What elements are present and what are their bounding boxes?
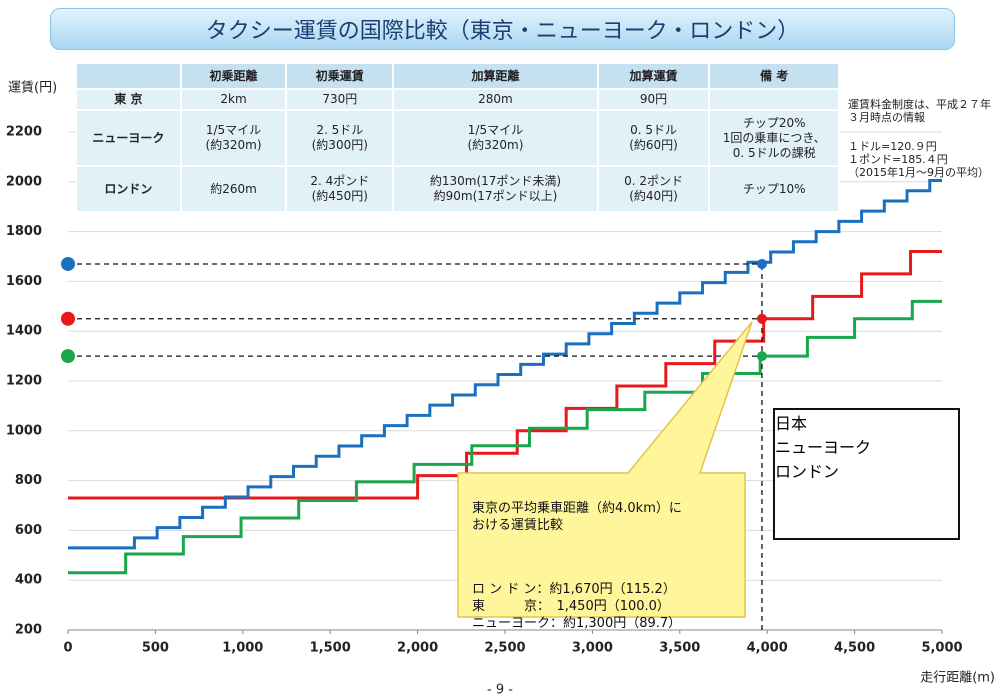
y-tick-label: 1400 <box>6 324 42 339</box>
x-tick-label: 1,500 <box>310 641 351 656</box>
x-axis-title: 走行距離(m) <box>920 671 995 686</box>
table-cell: チップ10% <box>708 165 840 213</box>
y-tick-label: 2000 <box>6 174 42 189</box>
table-cell: チップ20% 1回の乗車につき、 0. 5ドルの課税 <box>708 109 840 167</box>
title-banner: タクシー運賃の国際比較（東京・ニューヨーク・ロンドン） <box>50 8 955 50</box>
table-corner <box>75 62 182 90</box>
table-cell: 280m <box>392 88 599 111</box>
table-cell <box>708 88 840 111</box>
reference-dot <box>61 349 75 364</box>
x-tick-label: 0 <box>63 641 72 656</box>
table-cell: 2km <box>179 88 288 111</box>
table-row: ロンドン 約260m 2. 4ポンド (約450円) 約130m(17ポンド未満) 約… <box>75 165 840 213</box>
page-number: - 9 - <box>487 683 513 698</box>
table-cell: 約130m(17ポンド未満) 約90m(17ポンド以上) <box>392 165 599 213</box>
table-cell: 0. 5ドル (約60円) <box>596 109 711 167</box>
reference-dot <box>61 256 75 271</box>
y-tick-label: 1600 <box>6 274 42 289</box>
series-line <box>68 250 942 500</box>
legend-item: ロンドン <box>775 458 958 482</box>
table-header-cell: 備 考 <box>708 62 840 90</box>
x-tick-label: 3,500 <box>659 641 700 656</box>
callout-title: 東京の平均乗車距離（約4.0km）に おける運賃比較 <box>472 500 682 533</box>
table-cell: 90円 <box>596 88 711 111</box>
y-tick-label: 1200 <box>6 374 42 389</box>
table-row: 東 京 2km 730円 280m 90円 <box>75 88 840 111</box>
y-tick-label: 1000 <box>6 423 42 438</box>
reference-dot <box>756 351 767 362</box>
table-cell: ロンドン <box>75 165 182 213</box>
x-tick-label: 500 <box>142 641 169 656</box>
legend: 日本ニューヨーク ロンドン <box>773 408 960 540</box>
table-cell: 730円 <box>285 88 395 111</box>
x-tick-label: 4,000 <box>747 641 788 656</box>
legend-label: ニューヨーク <box>775 438 872 457</box>
callout: 東京の平均乗車距離（約4.0km）に おける運賃比較 ロ ン ド ン：約1,67… <box>472 484 742 633</box>
table-cell: 2. 4ポンド (約450円) <box>285 165 395 213</box>
reference-dot <box>756 258 767 269</box>
note: １ドル=120.９円 １ポンド=185.４円 （2015年1月～9月の平均） <box>848 140 989 180</box>
table-cell: 2. 5ドル (約300円) <box>285 109 395 167</box>
y-tick-label: 1800 <box>6 224 42 239</box>
plot <box>68 179 942 575</box>
table-cell: 1/5マイル (約320m) <box>179 109 288 167</box>
table-header-cell: 加算距離 <box>392 62 599 90</box>
table-cell: ニューヨーク <box>75 109 182 167</box>
y-tick-label: 200 <box>15 623 42 638</box>
x-tick-label: 4,500 <box>834 641 875 656</box>
legend-item: 日本 <box>775 410 958 434</box>
table-cell: 東 京 <box>75 88 182 111</box>
note: 運賃料金制度は、平成２７年 ３月時点の情報 <box>848 98 991 125</box>
y-axis-title: 運賃(円) <box>8 81 57 96</box>
reference-dot <box>61 311 75 326</box>
y-tick-label: 400 <box>15 573 42 588</box>
table-cell: 1/5マイル (約320m) <box>392 109 599 167</box>
table-header-cell: 初乗運賃 <box>285 62 395 90</box>
callout-box <box>457 321 753 618</box>
table-row: ニューヨーク 1/5マイル (約320m) 2. 5ドル (約300円) 1/5マイル… <box>75 109 840 167</box>
y-tick-label: 800 <box>15 473 42 488</box>
y-tick-label: 600 <box>15 523 42 538</box>
series-line <box>68 299 942 575</box>
x-tick-label: 2,000 <box>397 641 438 656</box>
legend-label: ロンドン <box>775 462 840 481</box>
callout-line: 東 京： 1,450円（100.0） <box>472 599 670 615</box>
legend-label: 日本 <box>775 414 808 433</box>
table-header-row: 初乗距離 初乗運賃 加算距離 加算運賃備 考 <box>75 62 840 90</box>
callout-line: ロ ン ド ン：約1,670円（115.2） <box>472 582 676 598</box>
x-tick-label: 3,000 <box>572 641 613 656</box>
series-line <box>68 179 942 550</box>
table-header-cell: 加算運賃 <box>596 62 711 90</box>
table-cell: 約260m <box>179 165 288 213</box>
legend-item: ニューヨーク <box>775 434 958 458</box>
fare-table: 初乗距離 初乗運賃 加算距離 加算運賃備 考東 京 2km 730円 280m 90円 ニューヨ… <box>75 62 840 213</box>
x-tick-label: 5,000 <box>921 641 962 656</box>
reference-dot <box>756 313 767 324</box>
table-cell: 0. 2ポンド (約40円) <box>596 165 711 213</box>
x-tick-label: 1,000 <box>222 641 263 656</box>
x-tick-label: 2,500 <box>484 641 525 656</box>
y-tick-label: 2200 <box>6 125 42 140</box>
reference-marks <box>61 256 767 630</box>
callout-line: ニューヨーク：約1,300円（89.7） <box>472 616 682 632</box>
table-header-cell: 初乗距離 <box>179 62 288 90</box>
